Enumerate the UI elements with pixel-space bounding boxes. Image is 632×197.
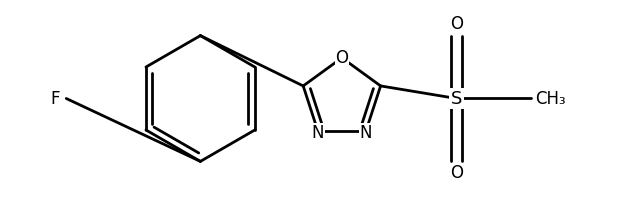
Text: S: S <box>451 89 462 108</box>
Text: N: N <box>360 124 372 142</box>
Text: CH₃: CH₃ <box>535 89 566 108</box>
Text: F: F <box>51 89 60 108</box>
Text: N: N <box>312 124 324 142</box>
Text: O: O <box>450 164 463 182</box>
Text: O: O <box>450 15 463 33</box>
Text: O: O <box>336 49 348 67</box>
